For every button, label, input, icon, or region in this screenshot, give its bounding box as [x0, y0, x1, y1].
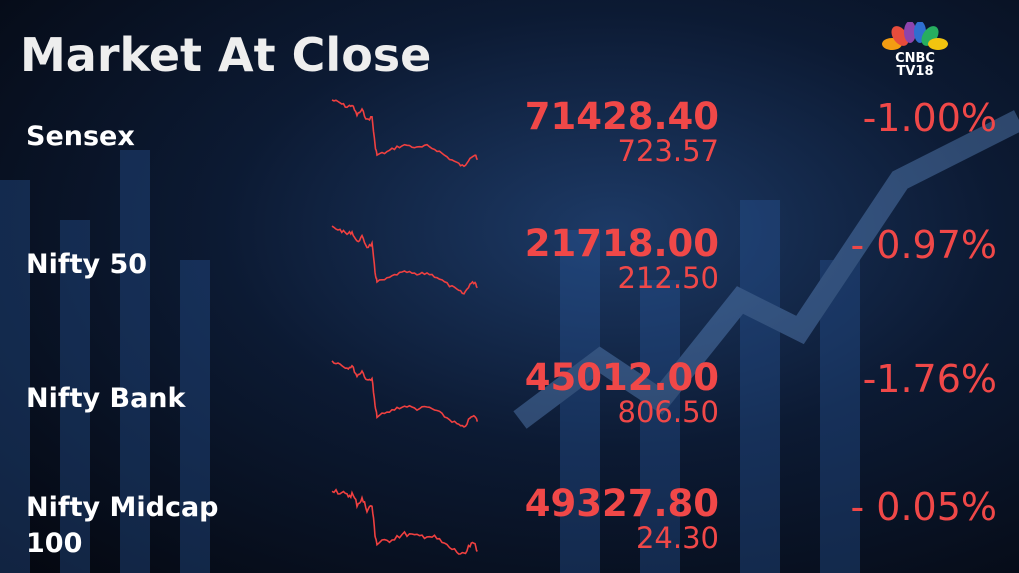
index-name: Nifty Midcap 100 — [26, 492, 219, 559]
index-name: Sensex — [26, 121, 135, 152]
index-percent: -1.00% — [862, 96, 997, 140]
sparkline — [331, 99, 479, 168]
index-value: 49327.80 — [524, 482, 719, 525]
index-change: 212.50 — [617, 261, 719, 295]
cnbc-tv18-logo: CNBC TV18 — [878, 21, 952, 80]
index-value: 71428.40 — [524, 95, 719, 138]
index-value: 45012.00 — [524, 356, 719, 399]
index-percent: - 0.05% — [850, 485, 997, 529]
sparkline — [331, 360, 479, 428]
logo-subtext: TV18 — [896, 64, 934, 79]
index-change: 24.30 — [635, 521, 719, 555]
index-name: Nifty Bank — [26, 383, 186, 414]
sparkline — [331, 488, 478, 555]
index-percent: - 0.97% — [850, 223, 997, 267]
logo-text: CNBC — [895, 51, 935, 66]
index-value: 21718.00 — [524, 222, 719, 265]
index-change: 806.50 — [617, 395, 719, 429]
sparkline — [331, 225, 478, 295]
index-percent: -1.76% — [862, 357, 997, 401]
peacock-icon — [882, 21, 948, 50]
index-name: Nifty 50 — [26, 249, 148, 280]
page-title: Market At Close — [20, 28, 432, 82]
index-change: 723.57 — [617, 134, 719, 168]
